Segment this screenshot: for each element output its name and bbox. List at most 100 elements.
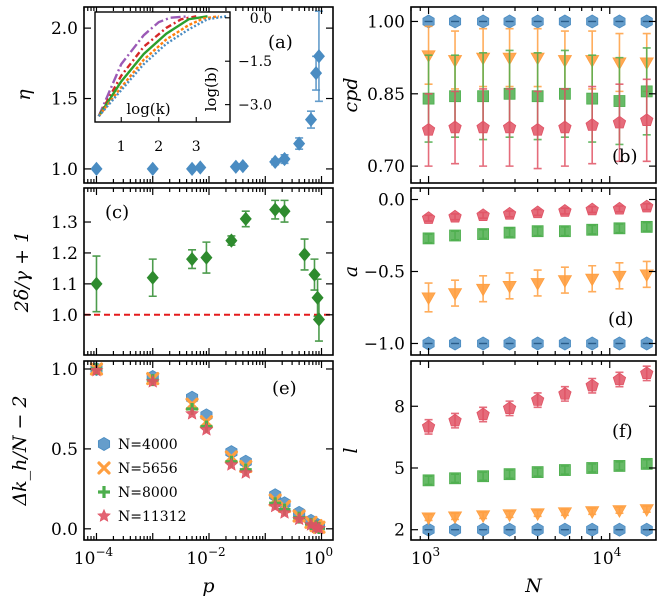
panel-e-ytick-label: 1.0 — [51, 360, 78, 380]
panel-f-series-3-point — [530, 393, 545, 406]
panel-d-series-2-point — [613, 222, 626, 235]
panel-f-series-3-point — [448, 413, 462, 427]
panel-b-series-3-point — [558, 120, 572, 134]
panel-c-point — [298, 247, 311, 262]
panel-e-series-3-point — [238, 465, 253, 479]
panel-c: 1.0 1.1 1.2 1.3 2δ/γ + 1 (c) — [11, 187, 334, 356]
panel-e-ytick-label: 0.5 — [51, 440, 78, 460]
panel-d-series-3-point — [612, 201, 627, 215]
panel-f-series-3-point — [585, 378, 599, 392]
panel-f-series-3-point — [502, 401, 517, 414]
panel-a-label: (a) — [268, 32, 293, 53]
panel-d-ytick-label: 0.0 — [378, 191, 405, 211]
panel-d-series-1-point — [530, 278, 545, 291]
panel-a-point — [278, 151, 291, 167]
legend-label-2: N=8000 — [118, 485, 178, 501]
panel-f-ytick-label: 5 — [394, 459, 405, 479]
panel-d-ytick-label: −1.0 — [364, 334, 405, 354]
panel-a-point — [236, 158, 249, 174]
panel-f-ytick-label: 8 — [394, 397, 405, 417]
panel-b-frame — [410, 6, 657, 184]
panel-a-point — [310, 66, 323, 81]
panel-d-series-3-point — [558, 204, 572, 217]
panel-a-ytick-label: 1.5 — [51, 90, 78, 110]
inset-xtick-label: 2 — [154, 139, 163, 155]
panel-d-ylabel: a — [340, 266, 362, 277]
panel-d-series-3-point — [502, 206, 517, 220]
panel-e-series-3-point — [185, 406, 199, 420]
panel-c-ytick-label: 1.3 — [51, 213, 78, 233]
panel-f-xlabel: N — [524, 575, 543, 597]
panel-a-point — [146, 161, 159, 177]
panel-d-series-2-point — [503, 226, 516, 239]
legend-marker-0 — [97, 437, 111, 451]
panel-c-label: (c) — [105, 202, 129, 223]
legend-marker-3 — [97, 508, 111, 522]
legend-label-3: N=11312 — [118, 509, 187, 525]
panel-f-series-1-point — [585, 506, 600, 520]
panel-d-series-3-point — [530, 205, 545, 219]
panel-d-series-2-point — [477, 228, 490, 240]
panel-b-label: (b) — [612, 146, 638, 167]
panel-c-point — [308, 267, 321, 282]
panel-b-series-3-point — [640, 113, 654, 126]
panel-d-series-1-point — [421, 292, 436, 306]
inset-curve-orange — [97, 15, 219, 117]
panel-c-ytick-label: 1.2 — [51, 244, 78, 264]
inset-xtick-label: 3 — [192, 139, 201, 155]
inset-ytick-label: 0.0 — [250, 11, 272, 27]
panel-f-series-1-point — [421, 512, 436, 526]
panel-b-series-3-point — [612, 115, 627, 129]
panel-f-series-3-point — [640, 366, 654, 379]
panel-d-series-2-point — [559, 225, 571, 238]
panel-f-series-2-point — [586, 462, 599, 474]
panel-e-xlabel: p — [202, 575, 214, 597]
panel-c-ylabel: 2δ/γ + 1 — [11, 231, 33, 313]
inset-curve-purple — [97, 15, 189, 117]
panel-d-series-3-point — [476, 208, 490, 222]
legend-marker-1 — [97, 461, 111, 475]
panel-d-series-2-point — [640, 220, 653, 233]
panel-f-ytick-label: 2 — [394, 521, 405, 541]
panel-c-point — [90, 276, 103, 291]
panel-f-series-2-point — [559, 464, 571, 476]
panel-d-series-3-point — [448, 209, 462, 223]
panel-c-ytick-label: 1.0 — [51, 306, 78, 326]
panel-c-point — [146, 270, 159, 285]
panel-f-series-2-point — [613, 460, 626, 472]
panel-a-ylabel: η — [13, 89, 35, 101]
panel-a-point — [293, 136, 306, 151]
panel-f: 2 5 8 103 104 l N (f) — [340, 360, 657, 597]
panel-d-series-1-point — [612, 270, 627, 284]
panel-d: 0.0 −0.5 −1.0 a (d) — [340, 187, 657, 356]
panel-d-series-2-point — [422, 232, 435, 245]
panel-d-series-1-point — [447, 288, 463, 301]
panel-a-point — [90, 161, 103, 177]
legend-label-1: N=5656 — [118, 461, 178, 477]
panel-b-ytick-label: 0.85 — [367, 85, 405, 105]
panel-a-point — [194, 160, 207, 175]
panel-f-label: (f) — [612, 421, 633, 442]
panel-b-series-3-point — [476, 120, 490, 134]
inset-curve-red — [97, 15, 197, 117]
panel-b-series-3-point — [585, 118, 599, 131]
panel-a-point — [269, 154, 282, 169]
panel-e-xtick-label: 10−4 — [74, 545, 114, 569]
panel-f-series-1-point — [530, 508, 545, 522]
panel-d-series-1-point — [585, 273, 600, 287]
inset-xtick-label: 1 — [117, 139, 126, 155]
panel-f-series-2-point — [531, 466, 544, 479]
inset: 1 2 3 0.0 −1.5 −3.0 log(k) log(b) — [94, 11, 272, 155]
panel-b-series-3-point — [421, 122, 436, 136]
panel-f-xtick-label: 103 — [411, 545, 440, 569]
panel-d-series-1-point — [502, 281, 517, 294]
panel-d-ytick-label: −0.5 — [364, 263, 405, 283]
panel-b-series-3-point — [502, 120, 517, 134]
panel-d-series-2-point — [449, 229, 461, 242]
panel-f-ylabel: l — [340, 447, 362, 453]
panel-a-point — [304, 112, 318, 127]
panel-f-frame — [410, 360, 657, 541]
panel-f-series-3-point — [421, 419, 436, 433]
legend-marker-2 — [98, 486, 110, 498]
panel-b-ytick-label: 1.00 — [367, 12, 405, 32]
